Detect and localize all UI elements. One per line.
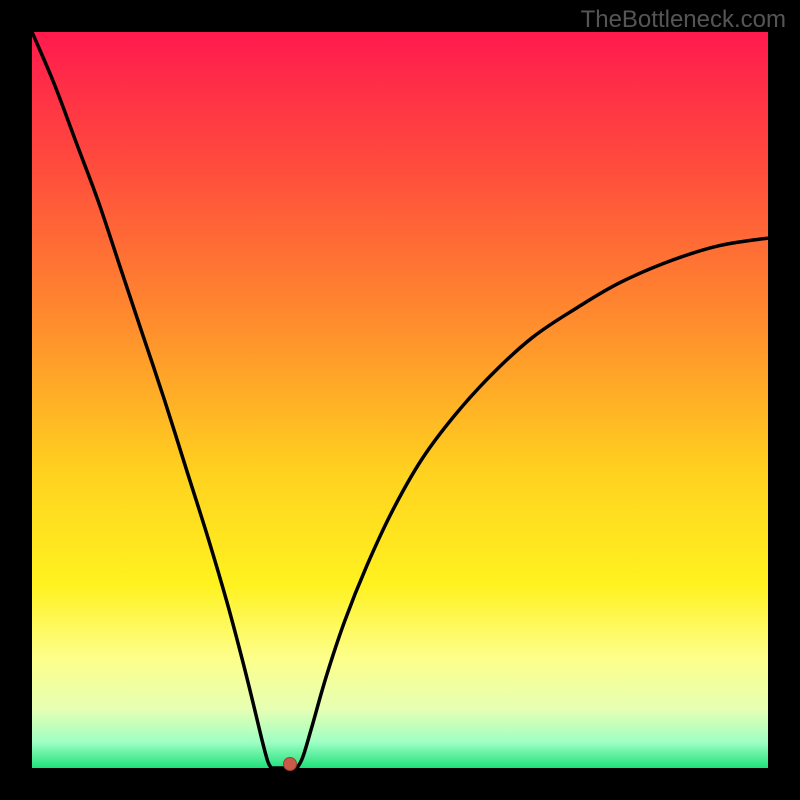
plot-area [32,32,768,768]
watermark-text: TheBottleneck.com [581,6,786,34]
bottleneck-curve [32,32,768,768]
datapoint-marker [283,757,297,771]
